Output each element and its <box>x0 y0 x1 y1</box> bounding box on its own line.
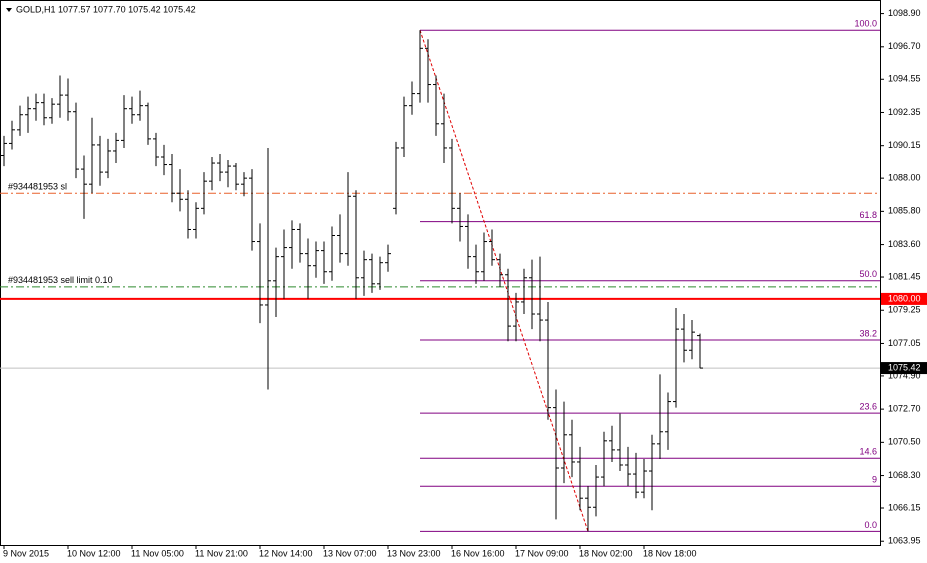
x-tick-label: 13 Nov 23:00 <box>387 548 441 558</box>
x-tick-label: 12 Nov 14:00 <box>259 548 313 558</box>
price-tag <box>881 362 927 375</box>
y-tick-label: 1070.50 <box>888 437 921 447</box>
price-tag-label: 1080.00 <box>888 293 921 303</box>
fibo-label: 61.8 <box>859 210 877 220</box>
y-tick-label: 1088.00 <box>888 173 921 183</box>
y-tick-label: 1098.90 <box>888 8 921 18</box>
fibo-trend <box>419 30 589 532</box>
y-tick-label: 1077.05 <box>888 338 921 348</box>
y-tick-label: 1094.55 <box>888 74 921 84</box>
fibo-label: 50.0 <box>859 269 877 279</box>
fibo-label: 100.0 <box>854 19 877 29</box>
fibo-label: 38.2 <box>859 328 877 338</box>
y-tick-label: 1081.45 <box>888 271 921 281</box>
fibo-label: 23.6 <box>859 402 877 412</box>
y-tick-label: 1063.95 <box>888 536 921 546</box>
fibo-label: 14.6 <box>859 447 877 457</box>
y-tick-label: 1090.15 <box>888 140 921 150</box>
x-tick-label: 16 Nov 16:00 <box>451 548 505 558</box>
x-tick-label: 11 Nov 21:00 <box>195 548 248 558</box>
x-tick-label: 17 Nov 09:00 <box>515 548 569 558</box>
y-tick-label: 1079.25 <box>888 305 921 315</box>
y-tick-label: 1096.70 <box>888 41 921 51</box>
plot-frame <box>0 0 881 546</box>
y-tick-label: 1092.35 <box>888 107 921 117</box>
x-tick-label: 18 Nov 18:00 <box>643 548 697 558</box>
fibo-label: 9 <box>872 475 877 485</box>
price-tag-label: 1075.42 <box>888 362 921 372</box>
menu-arrow <box>6 8 12 12</box>
x-tick-label: 13 Nov 07:00 <box>323 548 377 558</box>
x-tick-label: 11 Nov 05:00 <box>131 548 184 558</box>
y-tick-label: 1072.70 <box>888 404 921 414</box>
y-tick-label: 1066.15 <box>888 502 921 512</box>
x-tick-label: 9 Nov 2015 <box>3 548 49 558</box>
x-tick-label: 10 Nov 12:00 <box>67 548 121 558</box>
x-tick-label: 18 Nov 02:00 <box>579 548 633 558</box>
fibo-label: 0.0 <box>864 520 877 530</box>
y-tick-label: 1083.60 <box>888 239 921 249</box>
y-tick-label: 1085.80 <box>888 206 921 216</box>
y-tick-label: 1068.30 <box>888 470 921 480</box>
y-tick-label: 1074.90 <box>888 370 921 380</box>
price-tag <box>881 292 927 305</box>
order-label: #934481953 sl <box>8 182 67 192</box>
chart-title: GOLD,H1 1077.57 1077.70 1075.42 1075.42 <box>16 4 196 14</box>
order-label: #934481953 sell limit 0.10 <box>8 275 113 285</box>
